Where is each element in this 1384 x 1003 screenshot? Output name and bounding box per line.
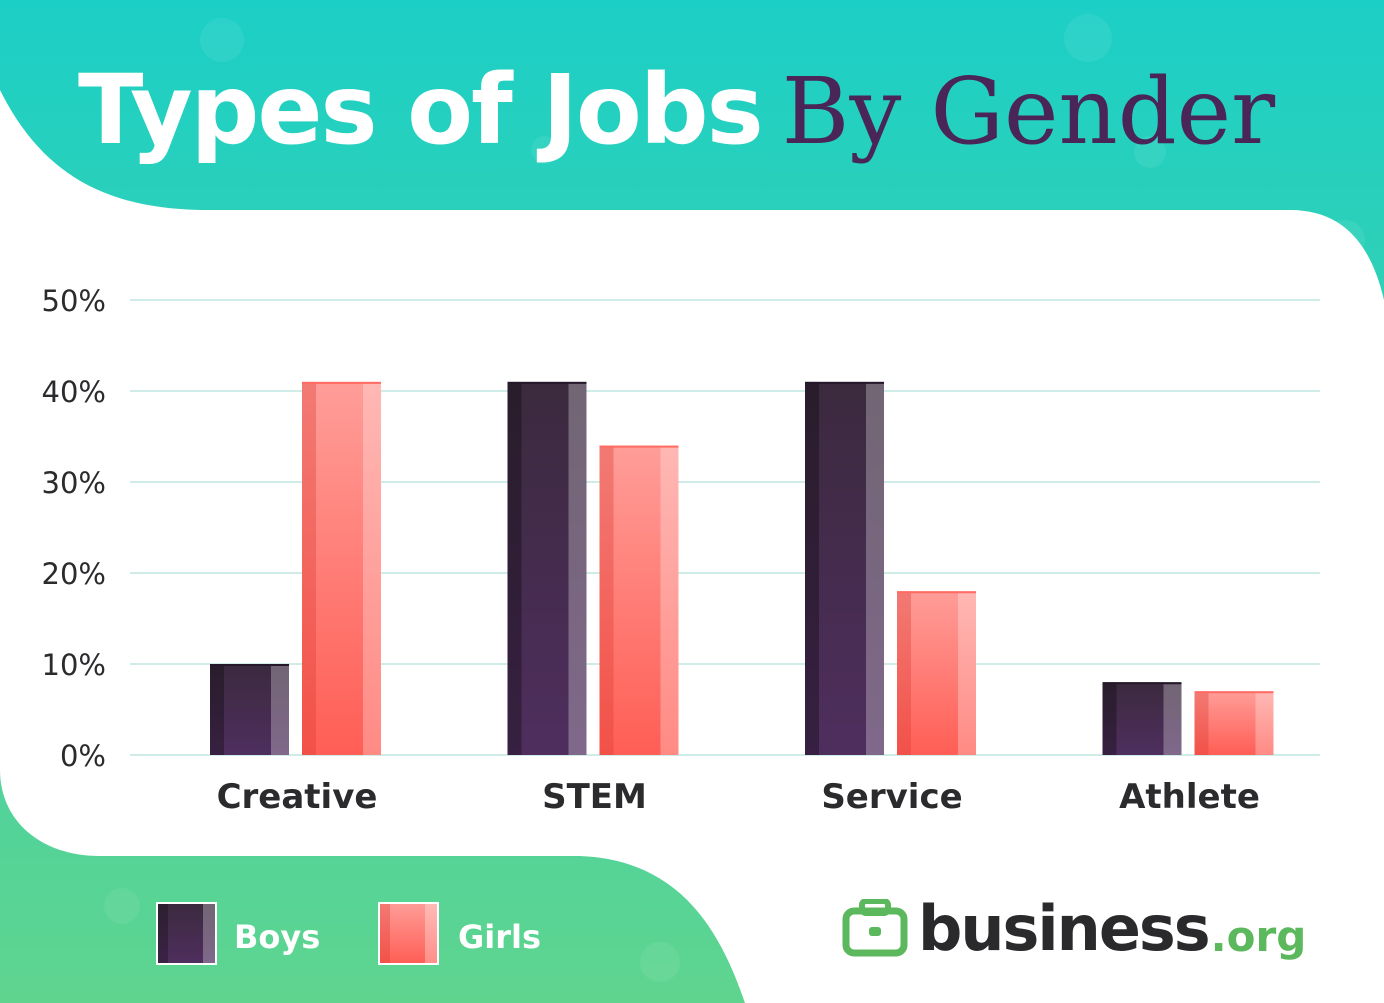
- bar-shade: [805, 381, 819, 755]
- bar-shade: [599, 445, 614, 755]
- y-tick-label: 40%: [42, 375, 106, 409]
- girls-swatch-shade: [380, 904, 390, 963]
- title-main: Types of Jobs: [78, 54, 764, 166]
- bar-fill: [805, 381, 884, 755]
- briefcase-icon: [842, 899, 908, 957]
- bar-girls-creative: [302, 381, 381, 755]
- legend: Boys Girls: [156, 902, 541, 965]
- girls-swatch-highlight: [425, 904, 437, 963]
- boys-swatch-shade: [158, 904, 168, 963]
- y-tick-label: 0%: [60, 739, 106, 773]
- boys-swatch: [156, 902, 217, 965]
- bar-fill: [507, 381, 587, 755]
- bar-fill: [1194, 691, 1274, 755]
- girls-swatch: [378, 902, 439, 965]
- boys-swatch-highlight: [203, 904, 215, 963]
- x-tick-label: Service: [821, 777, 962, 817]
- bar-highlight: [568, 381, 587, 755]
- y-tick-label: 10%: [42, 648, 106, 682]
- bar-fill: [210, 664, 289, 755]
- bar-fill: [897, 591, 976, 755]
- bar-highlight: [660, 445, 679, 755]
- bar-shade: [1102, 682, 1117, 755]
- bars: [210, 381, 1274, 755]
- bar-fill: [599, 445, 679, 755]
- bar-highlight: [1163, 682, 1182, 755]
- bar-highlight: [1255, 691, 1274, 755]
- legend-item-girls: Girls: [378, 902, 541, 965]
- brand-tld: .org: [1210, 911, 1307, 961]
- bar-highlight: [363, 381, 381, 755]
- bar-highlight: [958, 591, 976, 755]
- y-tick-label: 50%: [42, 284, 106, 318]
- y-axis: 0% 10% 20% 30% 40% 50%: [42, 284, 106, 773]
- bar-shade: [302, 381, 316, 755]
- y-tick-label: 20%: [42, 557, 106, 591]
- bar-shade: [897, 591, 911, 755]
- brand-logo: business .org: [842, 888, 1306, 968]
- background-pattern: [104, 14, 1365, 982]
- bar-shade: [210, 664, 224, 755]
- bar-shade: [1194, 691, 1209, 755]
- x-tick-label: Creative: [217, 777, 378, 817]
- brand-name: business: [918, 891, 1211, 965]
- legend-label-boys: Boys: [234, 918, 320, 956]
- bar-girls-service: [897, 591, 976, 755]
- bar-fill: [1102, 682, 1182, 755]
- bar-boys-service: [805, 381, 884, 755]
- bar-girls-athlete: [1194, 691, 1274, 755]
- bar-boys-stem: [507, 381, 587, 755]
- bar-fill: [302, 381, 381, 755]
- x-tick-label: Athlete: [1119, 777, 1260, 817]
- x-axis: Creative STEM Service Athlete: [217, 777, 1260, 817]
- page-title: Types of Jobs By Gender: [78, 50, 1275, 172]
- bar-highlight: [866, 381, 884, 755]
- title-accent: By Gender: [781, 58, 1276, 165]
- bar-shade: [507, 381, 522, 755]
- legend-item-boys: Boys: [156, 902, 320, 965]
- bar-highlight: [271, 664, 289, 755]
- x-tick-label: STEM: [542, 777, 647, 817]
- bar-boys-creative: [210, 664, 289, 755]
- legend-label-girls: Girls: [458, 918, 541, 956]
- bar-girls-stem: [599, 445, 679, 755]
- y-tick-label: 30%: [42, 466, 106, 500]
- bar-boys-athlete: [1102, 682, 1182, 755]
- chart-panel: [0, 90, 1384, 1003]
